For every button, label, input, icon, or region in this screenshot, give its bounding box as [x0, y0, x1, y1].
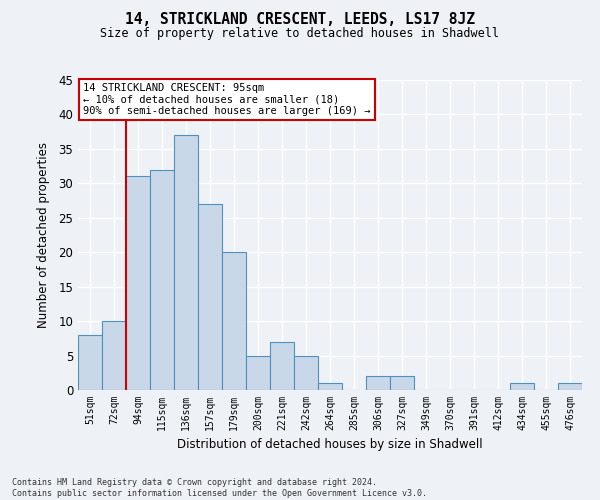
- Bar: [222, 252, 246, 390]
- Bar: [558, 383, 582, 390]
- Bar: [174, 135, 198, 390]
- Bar: [294, 356, 318, 390]
- Text: Size of property relative to detached houses in Shadwell: Size of property relative to detached ho…: [101, 28, 499, 40]
- Bar: [390, 376, 414, 390]
- Bar: [318, 383, 342, 390]
- Text: Contains HM Land Registry data © Crown copyright and database right 2024.
Contai: Contains HM Land Registry data © Crown c…: [12, 478, 427, 498]
- X-axis label: Distribution of detached houses by size in Shadwell: Distribution of detached houses by size …: [177, 438, 483, 452]
- Bar: [102, 321, 126, 390]
- Bar: [198, 204, 222, 390]
- Bar: [510, 383, 534, 390]
- Bar: [246, 356, 270, 390]
- Bar: [126, 176, 150, 390]
- Bar: [150, 170, 174, 390]
- Text: 14, STRICKLAND CRESCENT, LEEDS, LS17 8JZ: 14, STRICKLAND CRESCENT, LEEDS, LS17 8JZ: [125, 12, 475, 28]
- Bar: [78, 335, 102, 390]
- Bar: [270, 342, 294, 390]
- Y-axis label: Number of detached properties: Number of detached properties: [37, 142, 50, 328]
- Text: 14 STRICKLAND CRESCENT: 95sqm
← 10% of detached houses are smaller (18)
90% of s: 14 STRICKLAND CRESCENT: 95sqm ← 10% of d…: [83, 83, 371, 116]
- Bar: [366, 376, 390, 390]
